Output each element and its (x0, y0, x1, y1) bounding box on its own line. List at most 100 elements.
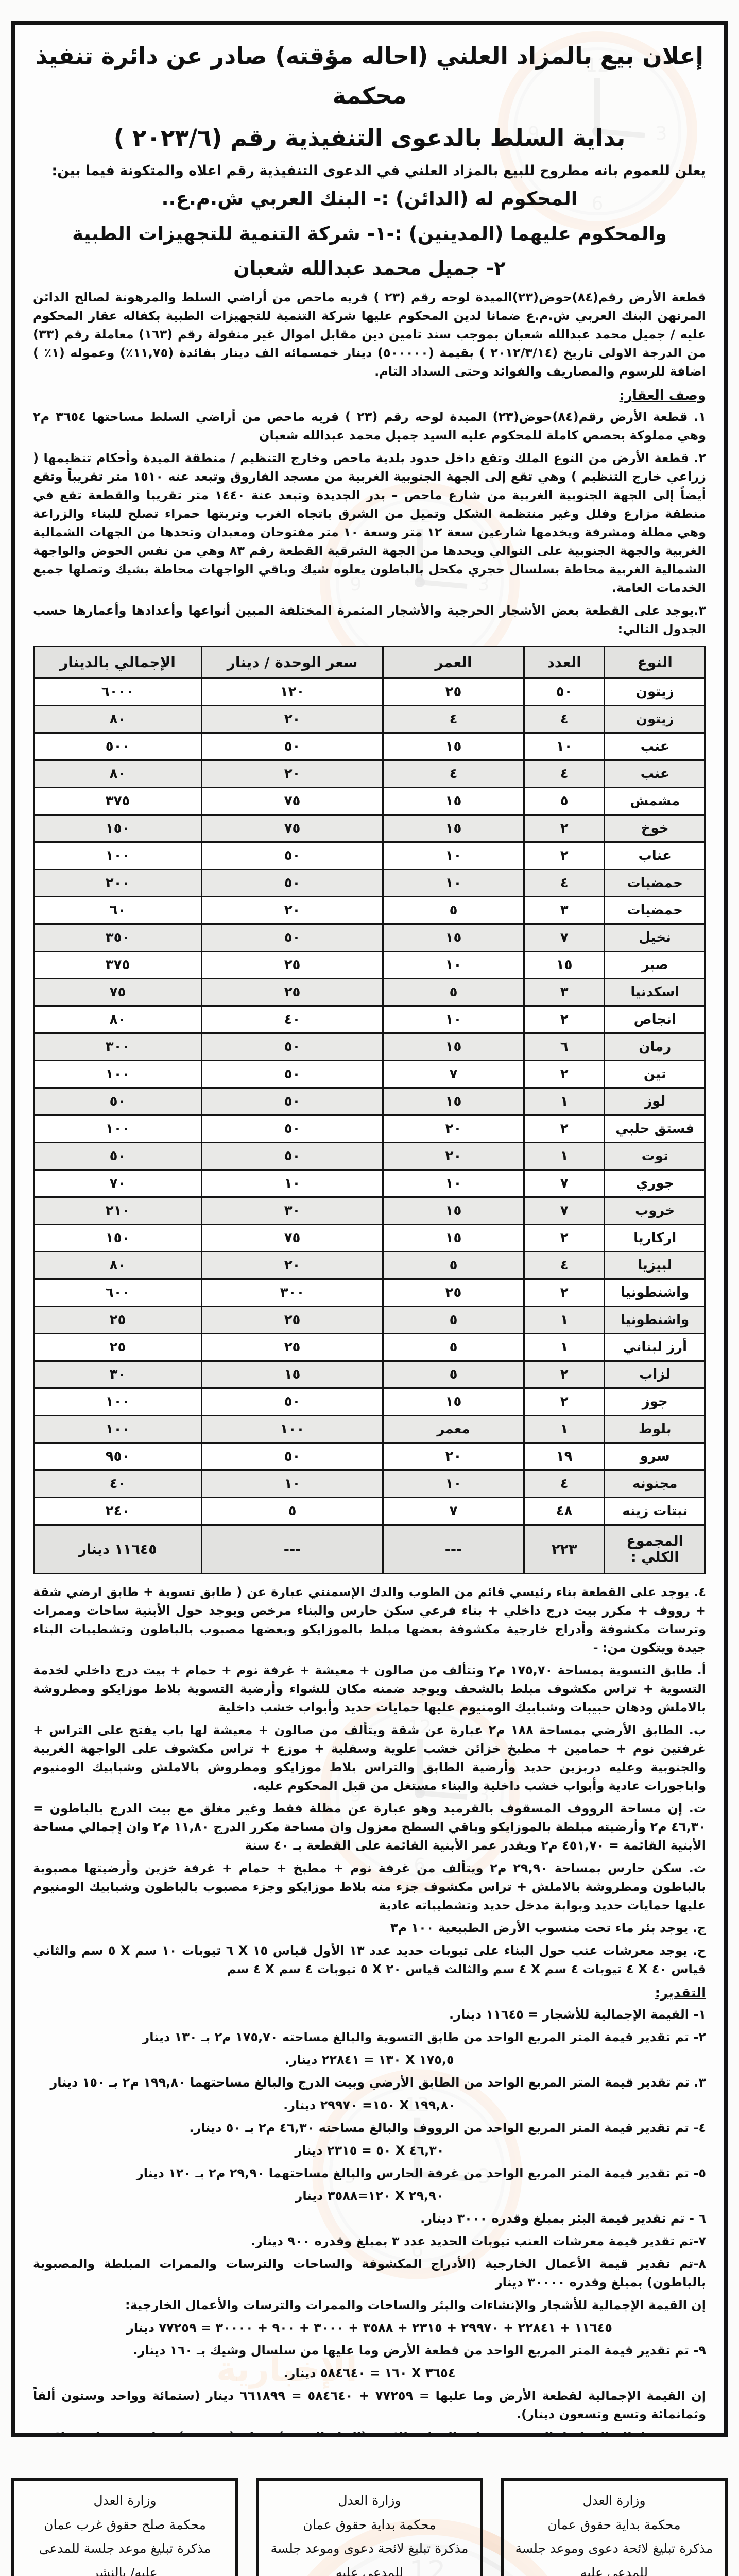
table-cell: ١٠٠ (32, 1415, 203, 1444)
table-cell: ٣٠٠ (32, 1032, 203, 1062)
table-cell: ٥٠ (201, 1032, 384, 1062)
table-cell: ٩٥٠ (32, 1442, 203, 1471)
table-cell: ٢١٠ (32, 1196, 203, 1226)
table-row: حمضيات ٤ ١٠ ٥٠ ٢٠٠ (32, 869, 706, 898)
table-cell: ٥ (201, 1497, 384, 1526)
table-cell: --- (382, 1524, 525, 1575)
table-cell: ٢٠ (201, 896, 384, 925)
table-cell: ٥٠ (32, 1087, 203, 1116)
table-cell: بلوط (604, 1415, 706, 1444)
estimation-line: ٢٩,٩٠ X ١٢٠=٣٥٨٨ دينار (295, 2189, 444, 2204)
table-cell: ٣ (523, 896, 606, 925)
property-description-heading: وصف العقار: (619, 388, 707, 404)
column-header-age: العمر (382, 646, 525, 680)
notice-header-line: وزارة العدل (338, 2493, 401, 2508)
table-cell: ٤ (382, 705, 525, 734)
table-row: واشنطونيا ٢ ٢٥ ٣٠٠ ٦٠٠ (32, 1278, 706, 1308)
table-cell: ١٠ (382, 869, 525, 898)
table-cell: ١ (523, 1142, 606, 1171)
table-cell: ٥ (382, 1306, 525, 1335)
table-cell: ٨٠ (32, 1251, 203, 1280)
table-row: سرو ١٩ ٢٠ ٥٠ ٩٥٠ (32, 1442, 706, 1471)
table-row: زيتون ٤ ٤ ٢٠ ٨٠ (32, 705, 706, 734)
table-cell: ٢٥ (201, 1333, 384, 1362)
notice-header-line: مذكرة تبليغ موعد جلسة للمدعى (39, 2541, 211, 2556)
table-cell: عناب (604, 841, 706, 871)
table-cell: رمان (604, 1032, 706, 1062)
table-cell: ١٠٠ (32, 1387, 203, 1417)
table-cell: ٧٥ (32, 978, 203, 1007)
table-cell: ٣٠٠ (201, 1278, 384, 1308)
table-cell: ١٥ (382, 1196, 525, 1226)
table-cell: ١٥ (382, 787, 525, 816)
table-cell: واشنطونيا (604, 1278, 706, 1308)
estimation-line: ١- القيمة الإجمالية للأشجار = ١١٦٤٥ دينا… (449, 2007, 706, 2022)
table-cell: ١ (523, 1333, 606, 1362)
estimation-line: إن القيمة الإجمالية لقطعة الأرض وما عليه… (33, 2388, 706, 2422)
table-cell: ٧٥ (201, 814, 384, 843)
table-cell: خروب (604, 1196, 706, 1226)
creditor-line: المحكوم له (الدائن) :- البنك العربي ش.م.… (161, 188, 578, 210)
table-row: صبر ١٥ ١٠ ٢٥ ٣٧٥ (32, 951, 706, 980)
table-row: عنب ٤ ٤ ٢٠ ٨٠ (32, 759, 706, 789)
building-description-item: ث. سكن حارس بمساحة ٢٩,٩٠ م٢ ويتألف من غر… (33, 1861, 707, 1913)
table-cell: ٥٠ (201, 1087, 384, 1116)
trees-table: النوع العدد العمر سعر الوحدة / دينار الإ… (32, 646, 706, 1575)
table-cell: ١١٦٤٥ دينار (32, 1524, 203, 1575)
table-row: عناب ٢ ١٠ ٥٠ ١٠٠ (32, 841, 706, 871)
table-cell: ٢٥ (32, 1333, 203, 1362)
table-cell: ٤ (523, 759, 606, 789)
column-header-unit-price: سعر الوحدة / دينار (201, 646, 384, 680)
table-cell: جوري (604, 1169, 706, 1198)
closing-paragraphs: وقد تمت احالة العقار احاله مؤقته على الم… (33, 2428, 706, 2433)
table-cell: ٤٠ (201, 1005, 384, 1035)
table-cell: تين (604, 1060, 706, 1089)
table-cell: ١٠٠ (32, 1114, 203, 1144)
table-cell: ٢ (523, 1114, 606, 1144)
table-cell: ٣٠ (201, 1196, 384, 1226)
table-cell: ٤ (523, 869, 606, 898)
table-cell: --- (201, 1524, 384, 1575)
table-cell: ٥ (523, 787, 606, 816)
table-total-row: المجموع الكلي :٢٢٣ --- --- ١١٦٤٥ دينار (32, 1524, 706, 1575)
table-cell: ٥٠ (201, 1442, 384, 1471)
table-cell: ٢ (523, 814, 606, 843)
table-cell: ١ (523, 1087, 606, 1116)
table-cell: ٧ (523, 923, 606, 953)
table-row: زيتون ٥٠ ٢٥ ١٢٠ ٦٠٠٠ (32, 677, 706, 707)
table-cell: ٢٠٠ (32, 869, 203, 898)
estimation-line: ٤- تم تقدير قيمة المتر المربع الواحد من … (189, 2121, 706, 2136)
table-cell: ٣٥٠ (32, 923, 203, 953)
table-cell: ٥٠ (201, 1142, 384, 1171)
table-cell: ٢٢٣ (523, 1524, 606, 1575)
notice-header-line: محكمة بداية حقوق عمان (547, 2517, 681, 2532)
table-row: بلوط ١ معمر ١٠٠ ١٠٠ (32, 1415, 706, 1444)
table-cell: ١٥ (382, 1032, 525, 1062)
table-cell: ٢٥ (382, 1278, 525, 1308)
table-cell: ٢٥ (32, 1306, 203, 1335)
table-cell: ٢٠ (201, 705, 384, 734)
table-cell: ٧ (382, 1497, 525, 1526)
table-cell: ٤ (523, 1251, 606, 1280)
table-cell: لبيزيا (604, 1251, 706, 1280)
table-cell: عنب (604, 759, 706, 789)
table-row: اسكدنيا ٣ ٥ ٢٥ ٧٥ (32, 978, 706, 1007)
estimation-line: ٩- تم تقدير قيمة المتر المربع الواحد من … (133, 2343, 706, 2358)
table-row: مشمش ٥ ١٥ ٧٥ ٣٧٥ (32, 787, 706, 816)
table-cell: ٤ (523, 705, 606, 734)
table-cell: ٦ (523, 1032, 606, 1062)
trees-table-body: زيتون ٥٠ ٢٥ ١٢٠ ٦٠٠٠ زيتون ٤ ٤ ٢٠ ٨٠ عنب ١٠ ١٥ ٥٠ ٥٠٠ ع… (32, 677, 706, 1575)
table-cell: ١٠٠ (32, 841, 203, 871)
table-cell: ٣ (523, 978, 606, 1007)
table-row: رمان ٦ ١٥ ٥٠ ٣٠٠ (32, 1032, 706, 1062)
table-cell: ١٢٠ (201, 677, 384, 707)
table-row: خروب ٧ ١٥ ٣٠ ٢١٠ (32, 1196, 706, 1226)
table-cell: اركاريا (604, 1224, 706, 1253)
table-cell: حمضيات (604, 896, 706, 925)
table-cell: واشنطونيا (604, 1306, 706, 1335)
notice-1-header: وزارة العدل محكمة بداية حقوق عمان مذكرة تب… (514, 2489, 714, 2576)
table-cell: ٥٠ (201, 732, 384, 761)
notice-header-line: محكمة صلح حقوق غرب عمان (44, 2517, 206, 2532)
table-row: نبتات زينه ٤٨ ٧ ٥ ٢٤٠ (32, 1497, 706, 1526)
table-cell: ٢٥ (201, 978, 384, 1007)
